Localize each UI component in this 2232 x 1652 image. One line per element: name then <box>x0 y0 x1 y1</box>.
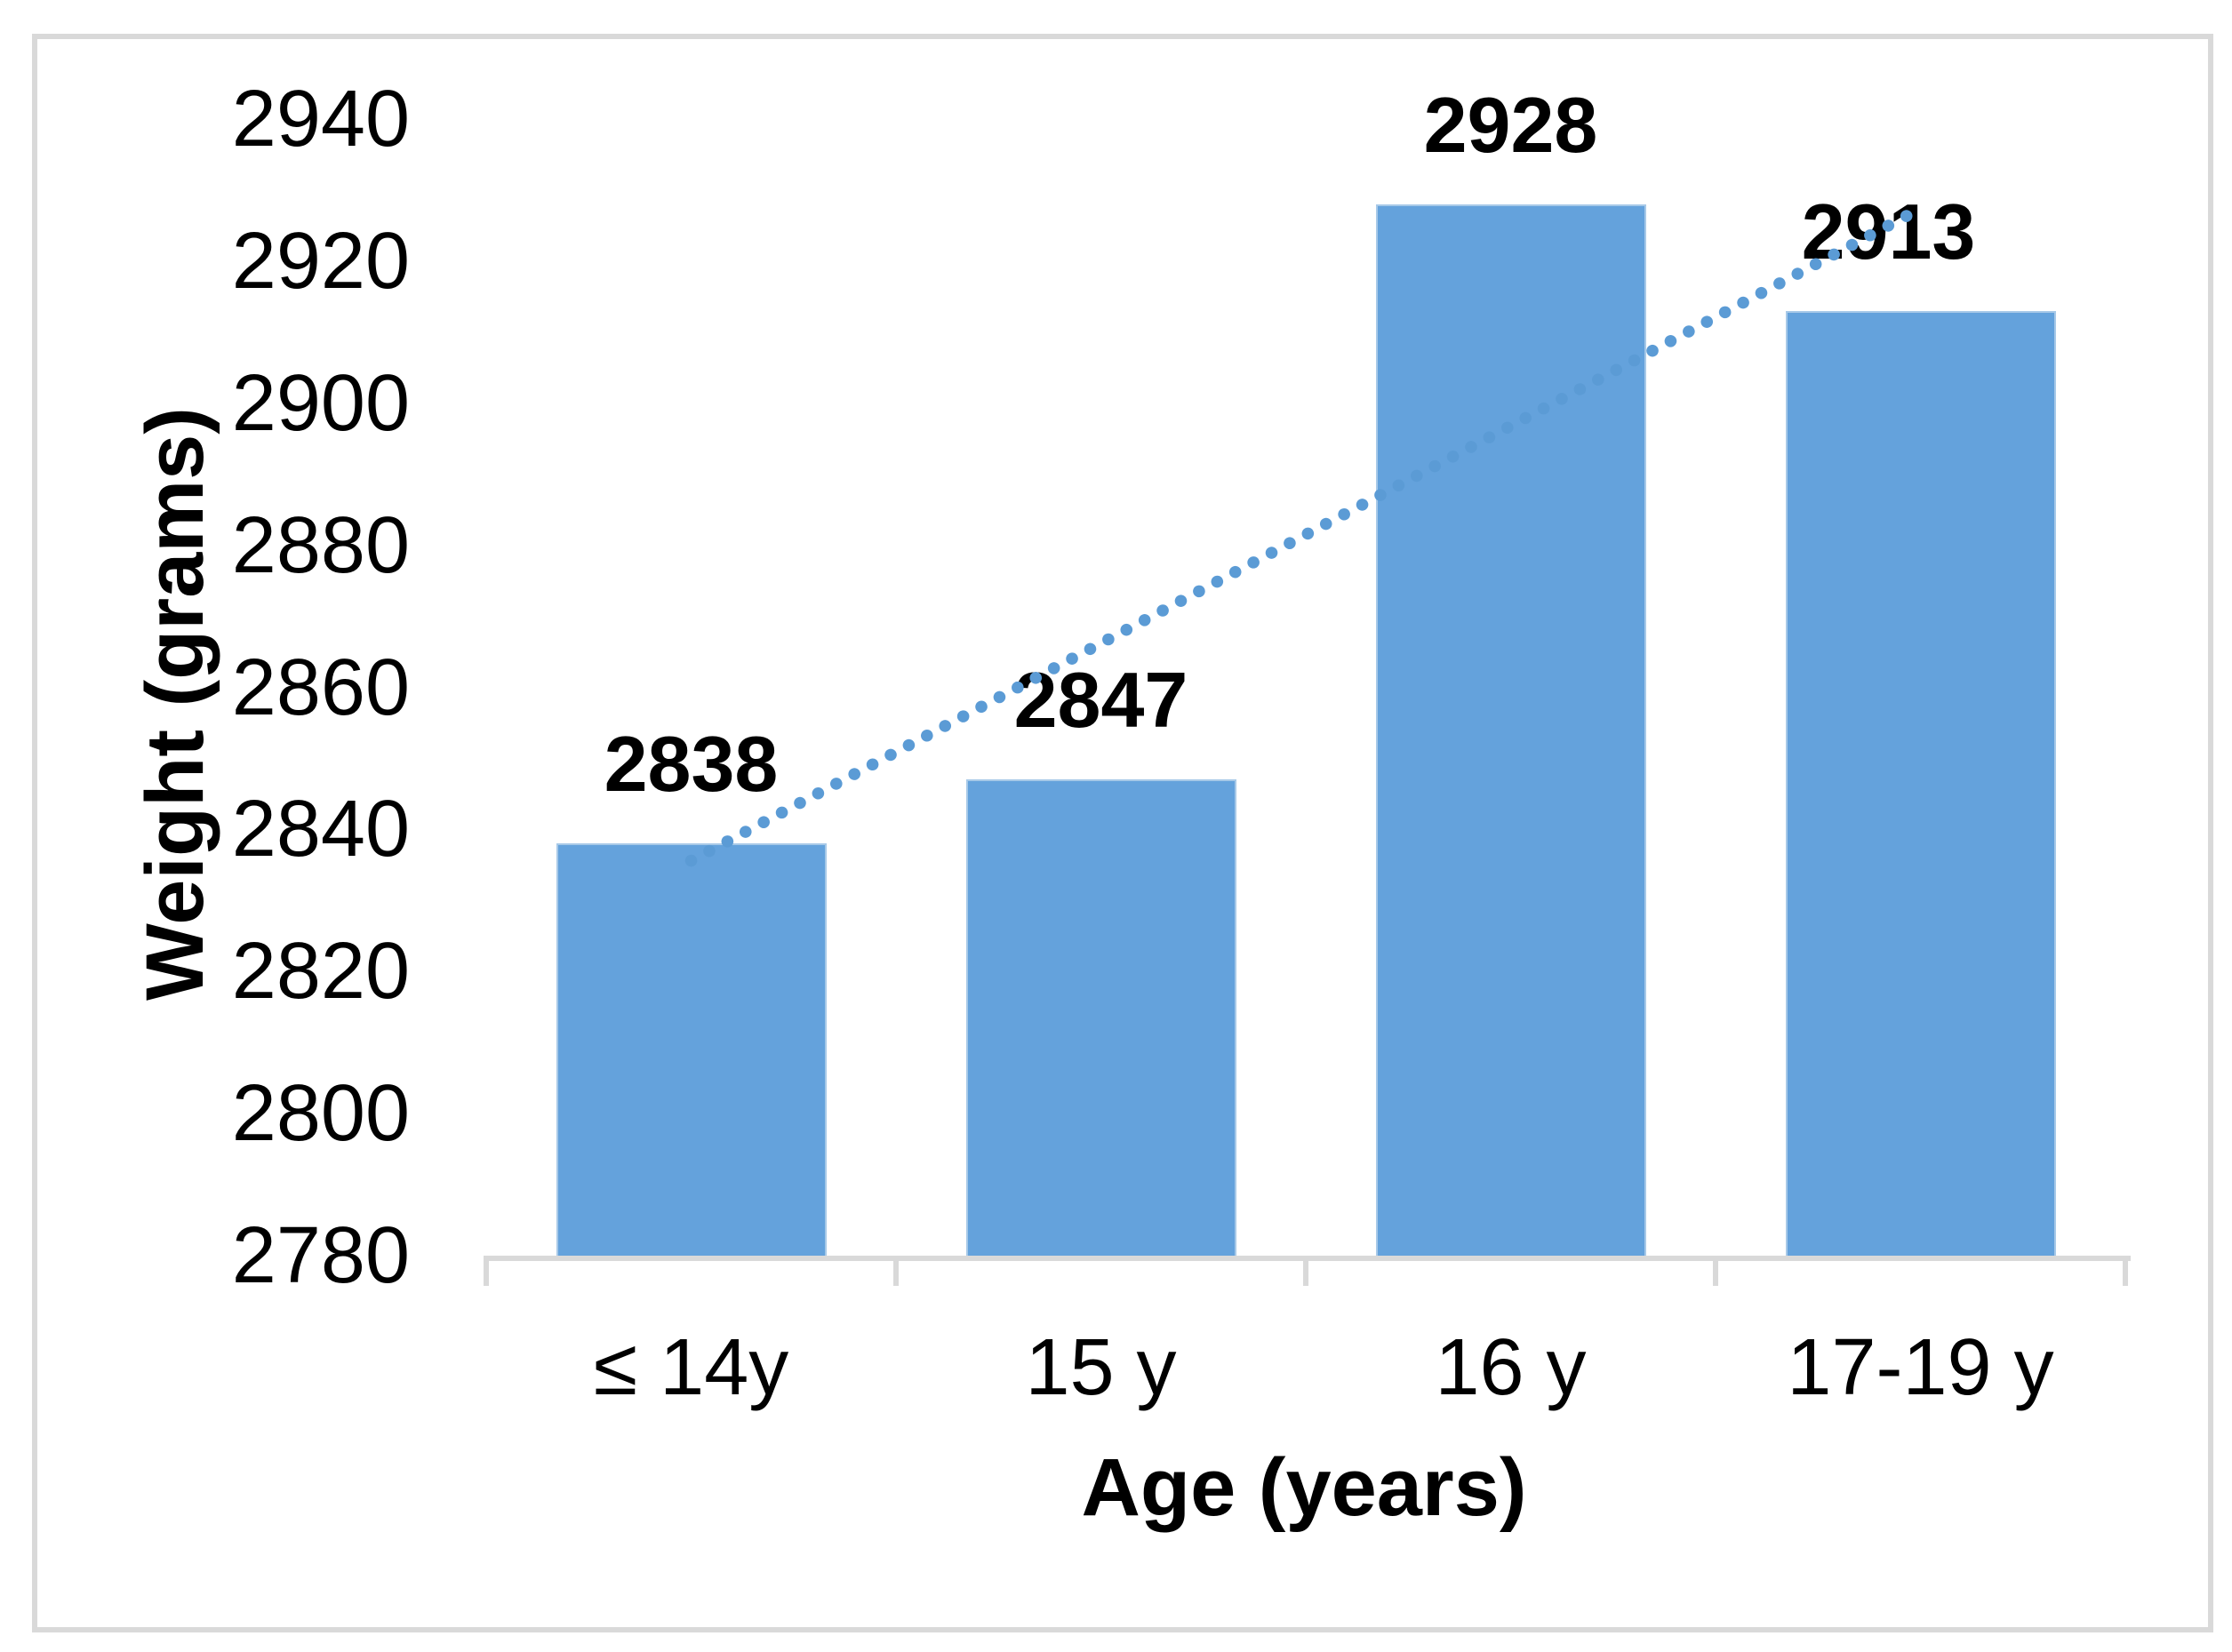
bar <box>1785 310 2056 1259</box>
x-axis-title: Age (years) <box>1081 1442 1527 1533</box>
y-tick-label: 2820 <box>231 927 410 1017</box>
y-tick-label: 2780 <box>231 1211 410 1300</box>
y-tick-label: 2800 <box>231 1069 410 1159</box>
y-tick-label: 2940 <box>231 75 410 164</box>
bar-data-label: 2928 <box>1423 80 1598 169</box>
x-tick-label: 17-19 y <box>1787 1323 2054 1412</box>
bar-data-label: 2847 <box>1013 656 1188 745</box>
bar <box>965 779 1236 1259</box>
y-tick-label: 2900 <box>231 358 410 448</box>
x-axis-tick-mark <box>1303 1256 1308 1286</box>
y-tick-label: 2840 <box>231 785 410 874</box>
bar <box>556 843 827 1259</box>
x-axis-tick-mark <box>2123 1256 2128 1286</box>
x-axis-tick-mark <box>484 1256 489 1286</box>
bar-data-label: 2913 <box>1801 187 1976 275</box>
y-tick-label: 2860 <box>231 642 410 732</box>
x-tick-label: ≤ 14y <box>593 1323 789 1412</box>
x-axis-tick-mark <box>893 1256 899 1286</box>
bar-data-label: 2838 <box>604 720 779 809</box>
x-axis-tick-mark <box>1713 1256 1718 1286</box>
x-tick-label: 16 y <box>1435 1323 1587 1412</box>
x-tick-label: 15 y <box>1025 1323 1177 1412</box>
y-tick-label: 2880 <box>231 500 410 590</box>
y-tick-label: 2920 <box>231 216 410 306</box>
bar <box>1375 204 1646 1259</box>
